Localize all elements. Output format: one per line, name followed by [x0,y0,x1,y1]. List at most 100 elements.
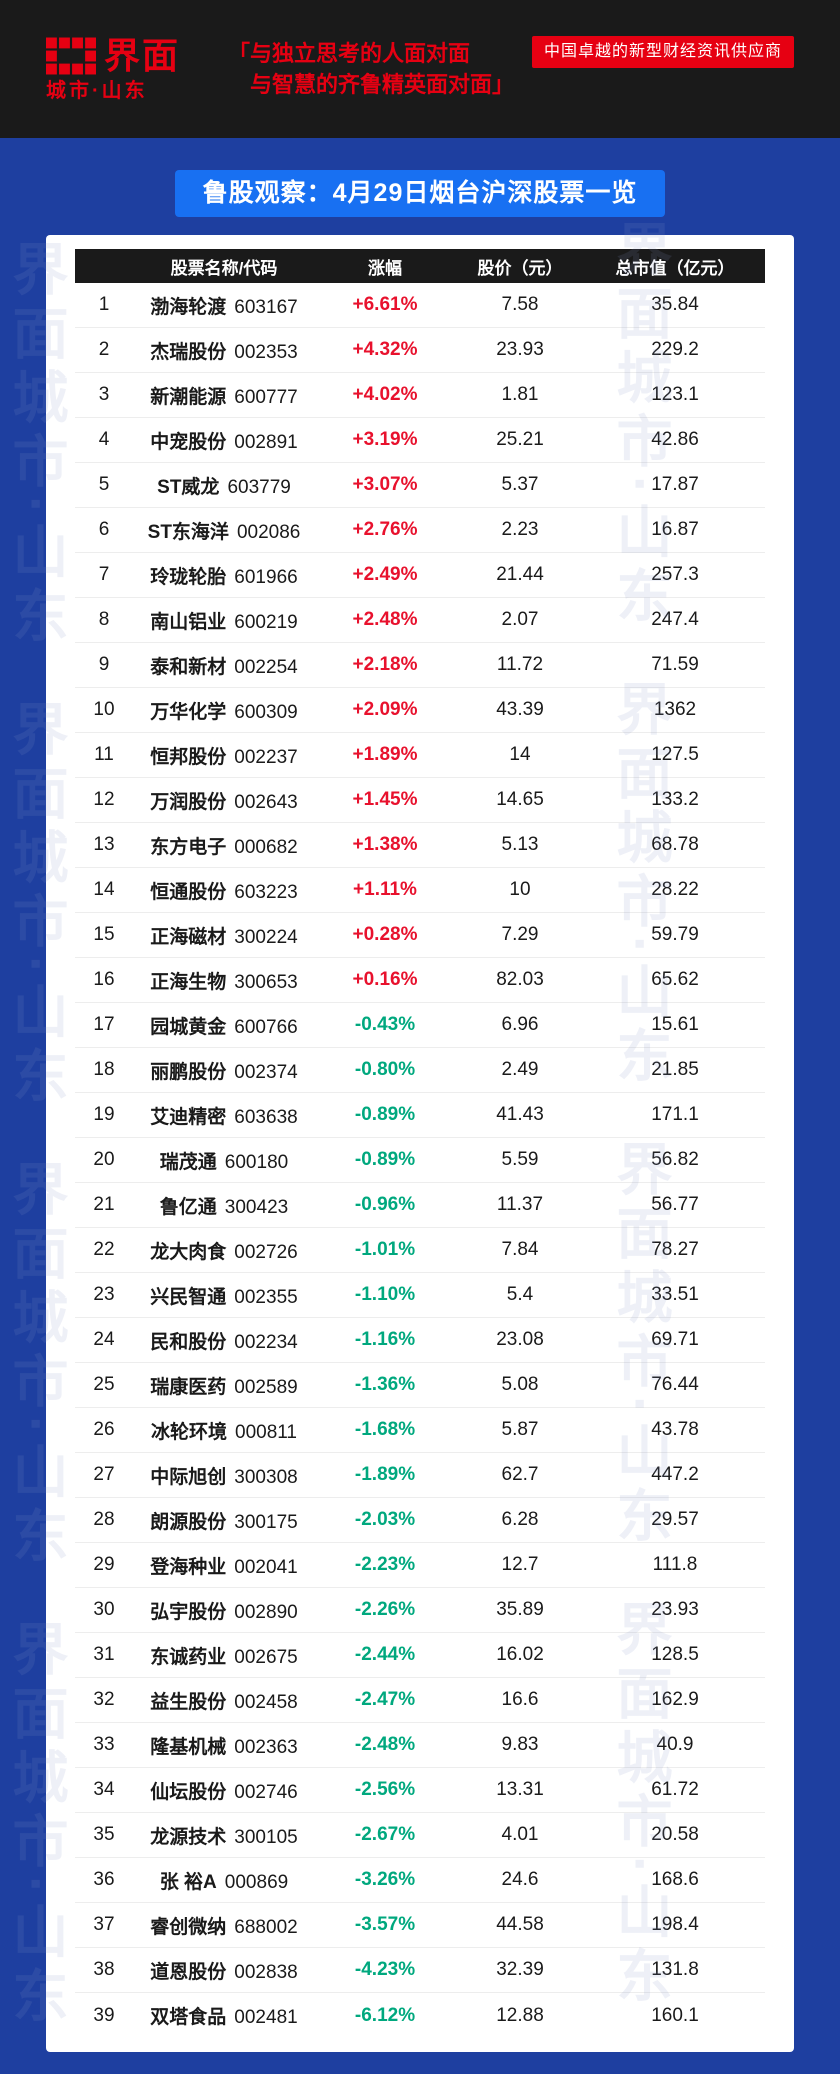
stock-price: 9.83 [501,1734,539,1755]
market-cap: 61.72 [651,1779,699,1800]
stock-name: 新潮能源 [150,386,227,408]
change-percent: +2.76% [352,519,418,540]
stock-name: 恒邦股份 [150,746,227,768]
market-cap: 247.4 [651,609,699,630]
row-index: 26 [93,1419,115,1440]
table-row: 34 仙坛股份 002746 -2.56% 13.31 61.72 [75,1768,765,1813]
change-percent: -3.57% [354,1914,416,1935]
stock-price: 2.49 [501,1059,539,1080]
table-body: 1 渤海轮渡 603167 +6.61% 7.58 35.84 2 杰瑞股份 0… [75,283,765,2038]
market-cap: 127.5 [651,744,699,765]
stock-name: 仙坛股份 [150,1781,227,1803]
market-cap: 78.27 [651,1239,699,1260]
table-row: 22 龙大肉食 002726 -1.01% 7.84 78.27 [75,1228,765,1273]
stock-price: 6.28 [501,1509,539,1530]
table-row: 25 瑞康医药 002589 -1.36% 5.08 76.44 [75,1363,765,1408]
logo-brand-text: 界面 [104,35,181,76]
stock-code: 002355 [234,1286,298,1308]
row-index: 36 [93,1869,115,1890]
market-cap: 198.4 [651,1914,699,1935]
market-cap: 42.86 [651,429,699,450]
change-percent: -2.03% [354,1509,416,1530]
row-index: 1 [98,294,110,315]
col-price: 股价（元） [477,258,563,278]
stock-code: 002234 [234,1331,298,1353]
stock-name: 正海磁材 [150,926,227,948]
stock-price: 1.81 [501,384,539,405]
row-index: 12 [93,789,115,810]
change-percent: -0.43% [354,1014,416,1035]
stock-name-code: ST威龙 603779 [133,472,315,499]
table-row: 2 杰瑞股份 002353 +4.32% 23.93 229.2 [75,328,765,373]
market-cap: 65.62 [651,969,699,990]
stock-price: 11.72 [496,654,544,675]
change-percent: +2.49% [352,564,418,585]
stock-name-code: 弘宇股份 002890 [133,1597,315,1624]
market-cap: 68.78 [651,834,699,855]
market-cap: 111.8 [652,1554,698,1575]
stock-code: 002041 [234,1556,298,1578]
stock-code: 603223 [234,881,298,903]
change-percent: +2.18% [352,654,418,675]
stock-code: 000869 [224,1871,289,1893]
change-percent: -2.26% [354,1599,416,1620]
change-percent: -0.80% [354,1059,416,1080]
stock-code: 300423 [224,1196,289,1218]
change-percent: -2.48% [354,1734,416,1755]
market-cap: 15.61 [651,1014,699,1035]
change-percent: -1.36% [354,1374,416,1395]
market-cap: 168.6 [651,1869,699,1890]
stock-name: 万润股份 [150,791,227,813]
table-row: 36 张 裕A 000869 -3.26% 24.6 168.6 [75,1858,765,1903]
stock-price: 23.08 [496,1329,544,1350]
table-row: 27 中际旭创 300308 -1.89% 62.7 447.2 [75,1453,765,1498]
stock-price: 2.07 [501,609,539,630]
market-cap: 20.58 [651,1824,699,1845]
row-index: 3 [98,384,110,405]
stock-code: 300653 [234,971,298,993]
stock-price: 16.02 [496,1644,544,1665]
table-row: 7 玲珑轮胎 601966 +2.49% 21.44 257.3 [75,553,765,598]
banner-title: 鲁股观察：4月29日烟台沪深股票一览 [174,170,666,217]
stock-price: 5.37 [501,474,539,495]
stock-code: 002838 [234,1961,298,1983]
market-cap: 40.9 [656,1734,694,1755]
stock-code: 603779 [227,476,291,498]
stock-price: 43.39 [496,699,544,720]
stock-name: 益生股份 [150,1691,227,1713]
row-index: 23 [93,1284,115,1305]
market-cap: 17.87 [651,474,699,495]
stock-price: 7.84 [501,1239,539,1260]
market-cap: 35.84 [651,294,699,315]
market-cap: 23.93 [651,1599,699,1620]
stock-name-code: 杰瑞股份 002353 [133,337,315,364]
stock-code: 002643 [234,791,298,813]
stock-price: 7.58 [501,294,539,315]
table-row: 29 登海种业 002041 -2.23% 12.7 111.8 [75,1543,765,1588]
stock-code: 002237 [234,746,298,768]
market-cap: 162.9 [651,1689,699,1710]
stock-price: 5.4 [506,1284,534,1305]
stock-name: 中宠股份 [150,431,227,453]
stock-code: 002086 [236,521,301,543]
stock-price: 24.6 [501,1869,539,1890]
stock-name: 双塔食品 [150,2007,227,2028]
market-cap: 128.5 [651,1644,699,1665]
stock-name-code: 兴民智通 002355 [133,1282,315,1309]
stock-name: 隆基机械 [150,1736,227,1758]
stock-price: 5.87 [501,1419,539,1440]
row-index: 20 [93,1149,115,1170]
stock-name: 艾迪精密 [150,1106,227,1128]
change-percent: +3.19% [352,429,418,450]
market-cap: 76.44 [651,1374,699,1395]
stock-name-code: 恒通股份 603223 [133,877,315,904]
row-index: 17 [93,1014,115,1035]
col-name-code: 股票名称/代码 [170,258,278,278]
slogan-line-2: 与智慧的齐鲁精英面对面」 [250,72,515,97]
row-index: 16 [93,969,115,990]
stock-name-code: 丽鹏股份 002374 [133,1057,315,1084]
stock-code: 300224 [234,926,298,948]
row-index: 2 [98,339,110,360]
change-percent: -1.68% [354,1419,416,1440]
stock-name-code: 瑞康医药 002589 [133,1372,315,1399]
